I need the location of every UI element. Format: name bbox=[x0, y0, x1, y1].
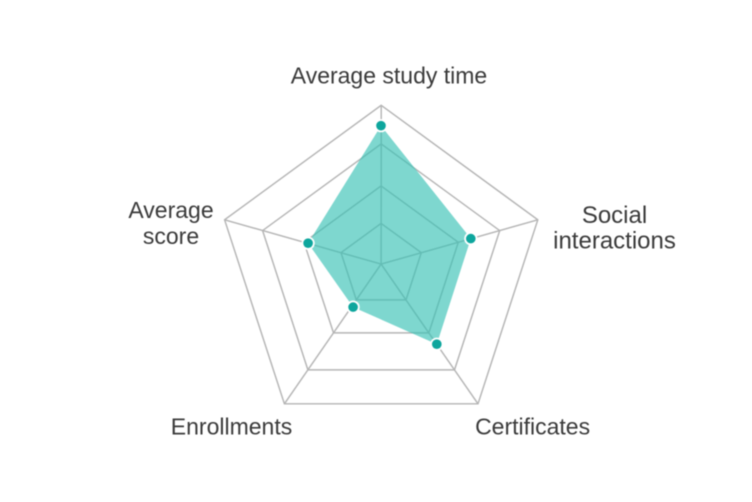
svg-text:Social: Social bbox=[582, 202, 647, 229]
svg-text:Certificates: Certificates bbox=[475, 414, 590, 440]
svg-text:Average study time: Average study time bbox=[291, 63, 487, 89]
svg-text:Average: Average bbox=[128, 197, 213, 223]
svg-text:interactions: interactions bbox=[553, 228, 676, 255]
svg-text:score: score bbox=[143, 223, 199, 249]
svg-text:Enrollments: Enrollments bbox=[171, 414, 292, 440]
